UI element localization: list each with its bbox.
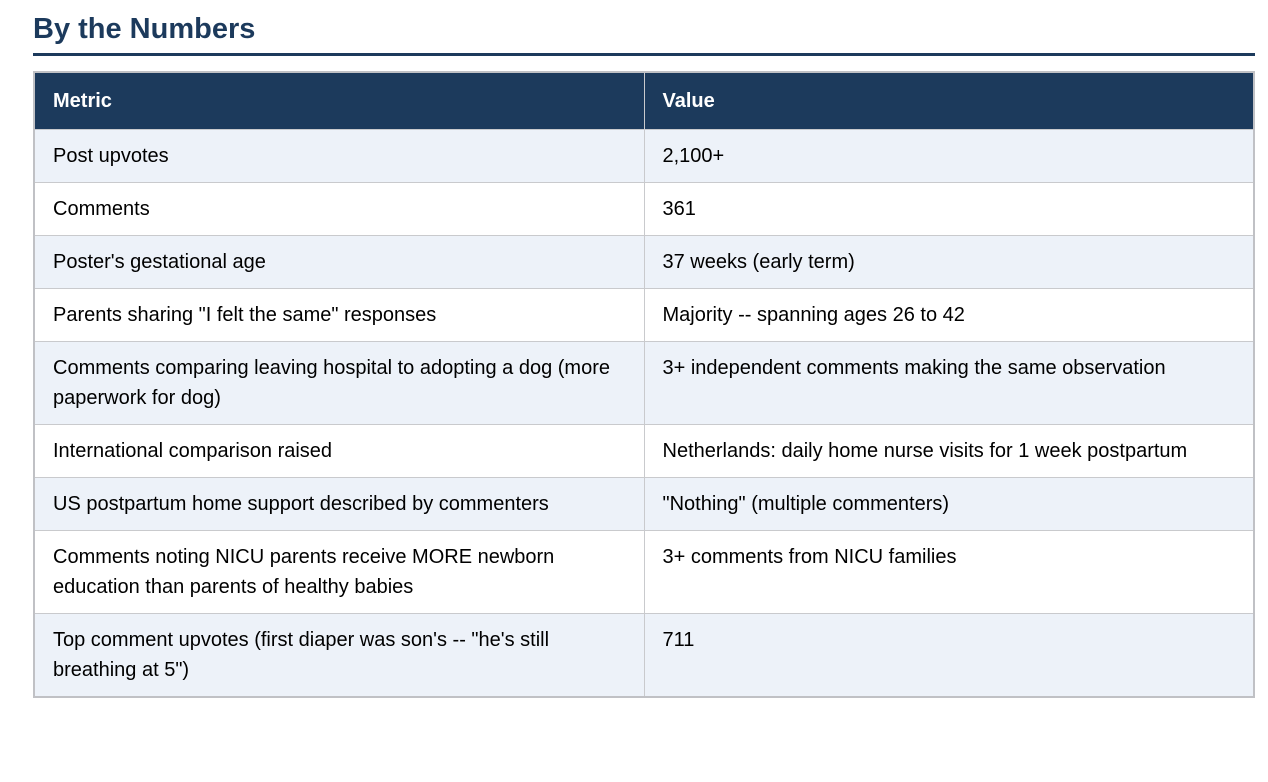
metric-cell: Poster's gestational age bbox=[33, 235, 645, 289]
column-header-value: Value bbox=[643, 71, 1255, 130]
metric-cell: Parents sharing "I felt the same" respon… bbox=[33, 288, 645, 342]
value-cell: 2,100+ bbox=[643, 129, 1255, 183]
table-row: Comments 361 bbox=[33, 182, 1255, 236]
column-header-metric: Metric bbox=[33, 71, 645, 130]
metric-cell: Comments comparing leaving hospital to a… bbox=[33, 341, 645, 425]
table-row: Post upvotes 2,100+ bbox=[33, 129, 1255, 183]
metric-cell: Post upvotes bbox=[33, 129, 645, 183]
table-body: Post upvotes 2,100+ Comments 361 Poster'… bbox=[33, 129, 1255, 698]
value-cell: "Nothing" (multiple commenters) bbox=[643, 477, 1255, 531]
value-cell: 361 bbox=[643, 182, 1255, 236]
table-row: Parents sharing "I felt the same" respon… bbox=[33, 288, 1255, 342]
metric-cell: International comparison raised bbox=[33, 424, 645, 478]
metric-cell: Top comment upvotes (first diaper was so… bbox=[33, 613, 645, 698]
metrics-table: Metric Value Post upvotes 2,100+ Comment… bbox=[33, 71, 1255, 698]
table-header: Metric Value bbox=[33, 71, 1255, 130]
title-rule bbox=[33, 53, 1255, 56]
value-cell: 3+ independent comments making the same … bbox=[643, 341, 1255, 425]
value-cell: 3+ comments from NICU families bbox=[643, 530, 1255, 614]
table-row: Comments comparing leaving hospital to a… bbox=[33, 341, 1255, 425]
table-row: Comments noting NICU parents receive MOR… bbox=[33, 530, 1255, 614]
metric-cell: Comments bbox=[33, 182, 645, 236]
page-title: By the Numbers bbox=[33, 13, 256, 45]
value-cell: Majority -- spanning ages 26 to 42 bbox=[643, 288, 1255, 342]
value-cell: Netherlands: daily home nurse visits for… bbox=[643, 424, 1255, 478]
header-row: Metric Value bbox=[33, 71, 1255, 130]
table-row: International comparison raised Netherla… bbox=[33, 424, 1255, 478]
metric-cell: US postpartum home support described by … bbox=[33, 477, 645, 531]
value-cell: 37 weeks (early term) bbox=[643, 235, 1255, 289]
table-row: Top comment upvotes (first diaper was so… bbox=[33, 613, 1255, 698]
table-row: US postpartum home support described by … bbox=[33, 477, 1255, 531]
value-cell: 711 bbox=[643, 613, 1255, 698]
metric-cell: Comments noting NICU parents receive MOR… bbox=[33, 530, 645, 614]
table-row: Poster's gestational age 37 weeks (early… bbox=[33, 235, 1255, 289]
